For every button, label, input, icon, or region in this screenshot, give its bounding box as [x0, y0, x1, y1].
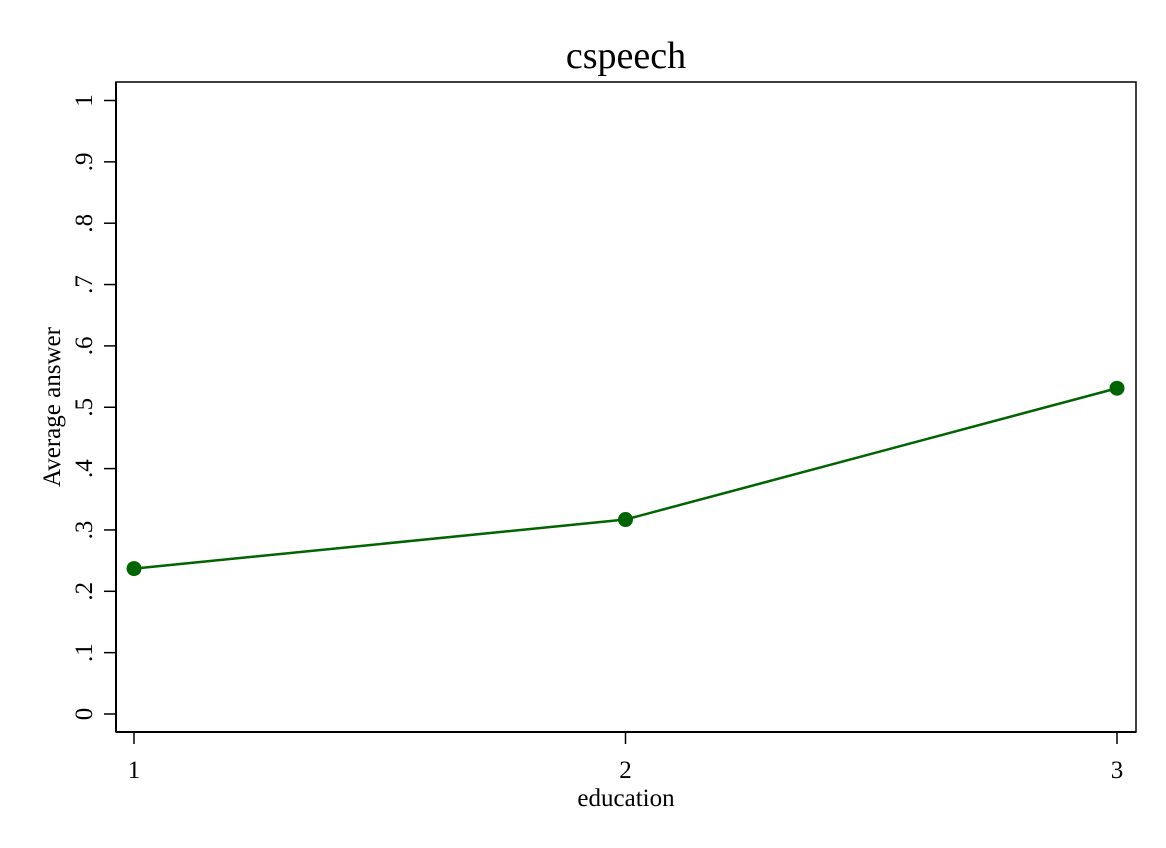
x-ticks: 1 2 3 [128, 732, 1124, 784]
y-tick-label: .3 [71, 521, 98, 540]
x-axis-label: education [577, 785, 675, 812]
data-point [1109, 380, 1125, 396]
y-tick-label: 1 [71, 94, 98, 107]
y-tick-label: .9 [71, 152, 98, 171]
x-tick-label: 1 [128, 757, 141, 784]
data-point [126, 561, 142, 577]
chart-title: cspeech [566, 35, 686, 77]
x-tick-label: 3 [1111, 757, 1124, 784]
y-ticks: 0 .1 .2 .3 .4 .5 .6 .7 .8 .9 1 [71, 94, 116, 720]
series-line [133, 387, 1118, 570]
y-tick-label: .2 [71, 582, 98, 601]
y-tick-label: .7 [71, 275, 98, 294]
y-tick-label: .1 [71, 643, 98, 662]
y-tick-label: .5 [71, 398, 98, 417]
data-point [618, 512, 633, 528]
y-tick-label: .6 [71, 337, 98, 356]
y-tick-label: .4 [71, 459, 98, 478]
y-tick-label: .8 [71, 214, 98, 233]
x-tick-label: 2 [619, 757, 632, 784]
series-group [126, 380, 1125, 577]
plot-frame [115, 81, 1137, 733]
y-axis-label: Average answer [39, 326, 66, 487]
y-tick-label: 0 [71, 708, 98, 721]
